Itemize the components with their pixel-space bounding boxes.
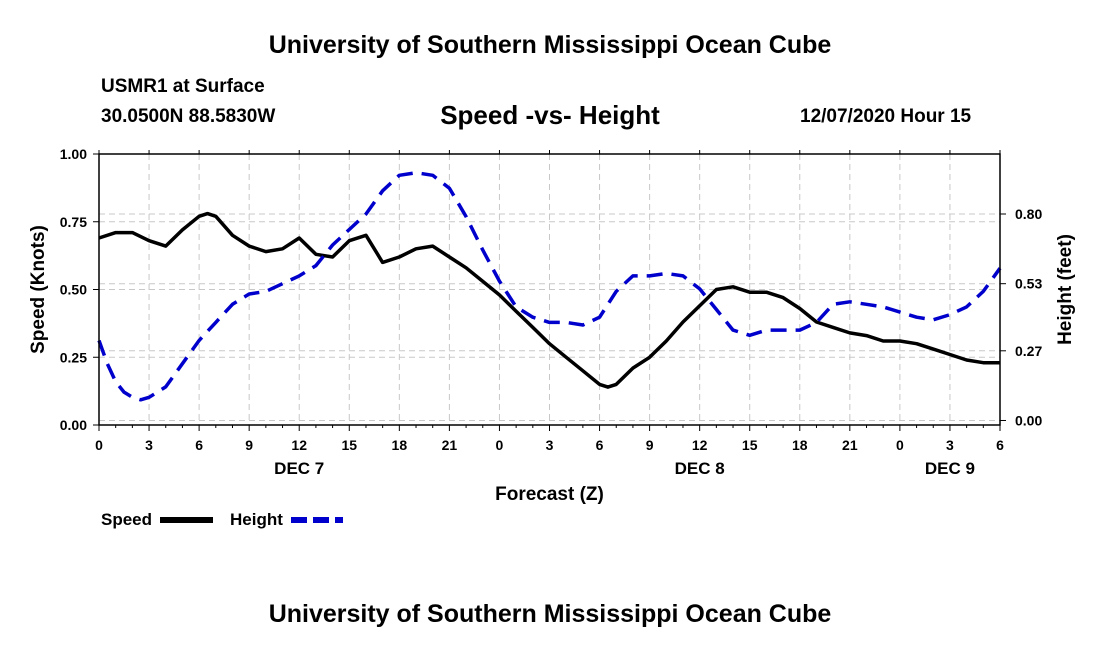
y-tick-label: 0.50 xyxy=(60,282,87,298)
y2-tick-label: 0.27 xyxy=(1015,343,1042,359)
date-label: DEC 7 xyxy=(274,459,324,478)
y2-tick-label: 0.80 xyxy=(1015,206,1042,222)
date-label: DEC 8 xyxy=(675,459,725,478)
y2-axis-title: Height (feet) xyxy=(1055,234,1076,345)
x-tick-label: 0 xyxy=(496,437,504,453)
coordinates-label: 30.0500N 88.5830W xyxy=(101,106,276,127)
x-tick-label: 9 xyxy=(245,437,253,453)
footer-title: University of Southern Mississippi Ocean… xyxy=(268,600,832,628)
chart-title: Speed -vs- Height xyxy=(440,100,660,130)
x-tick-label: 3 xyxy=(145,437,153,453)
y-tick-label: 0.00 xyxy=(60,417,87,433)
legend-label-height: Height xyxy=(230,510,283,529)
station-label: USMR1 at Surface xyxy=(101,76,265,97)
x-tick-label: 9 xyxy=(646,437,654,453)
grid-layer xyxy=(99,154,1000,425)
date-label: DEC 9 xyxy=(925,459,975,478)
series-layer xyxy=(97,170,1002,402)
x-tick-label: 6 xyxy=(996,437,1004,453)
x-tick-label: 12 xyxy=(291,437,307,453)
x-tick-label: 12 xyxy=(692,437,708,453)
y2-tick-label: 0.53 xyxy=(1015,276,1042,292)
x-tick-label: 21 xyxy=(442,437,458,453)
y-tick-label: 1.00 xyxy=(60,146,87,162)
x-tick-label: 3 xyxy=(946,437,954,453)
x-tick-label: 18 xyxy=(792,437,808,453)
x-tick-label: 0 xyxy=(896,437,904,453)
run-time-label: 12/07/2020 Hour 15 xyxy=(800,106,972,127)
series-line-speed xyxy=(98,211,1000,389)
x-axis-title: Forecast (Z) xyxy=(495,484,604,505)
x-tick-label: 6 xyxy=(195,437,203,453)
legend: Speed Height xyxy=(101,510,343,529)
series-line-height xyxy=(97,170,1002,402)
x-tick-label: 0 xyxy=(95,437,103,453)
y2-tick-label: 0.00 xyxy=(1015,412,1042,428)
x-tick-label: 3 xyxy=(546,437,554,453)
x-tick-label: 15 xyxy=(341,437,357,453)
x-tick-label: 15 xyxy=(742,437,758,453)
page-title: University of Southern Mississippi Ocean… xyxy=(268,31,832,59)
y-axis-title: Speed (Knots) xyxy=(28,225,49,354)
x-tick-label: 18 xyxy=(392,437,408,453)
x-tick-label: 21 xyxy=(842,437,858,453)
axis-layer: 0 3 6 9 12 15 18 21 0 3 6 9 12 15 18 21 0 3 6 DEC 7 DEC 8 DEC… xyxy=(28,146,1076,505)
x-tick-label: 6 xyxy=(596,437,604,453)
legend-label-speed: Speed xyxy=(101,510,152,529)
y-tick-label: 0.75 xyxy=(60,214,87,230)
y-tick-label: 0.25 xyxy=(60,349,87,365)
